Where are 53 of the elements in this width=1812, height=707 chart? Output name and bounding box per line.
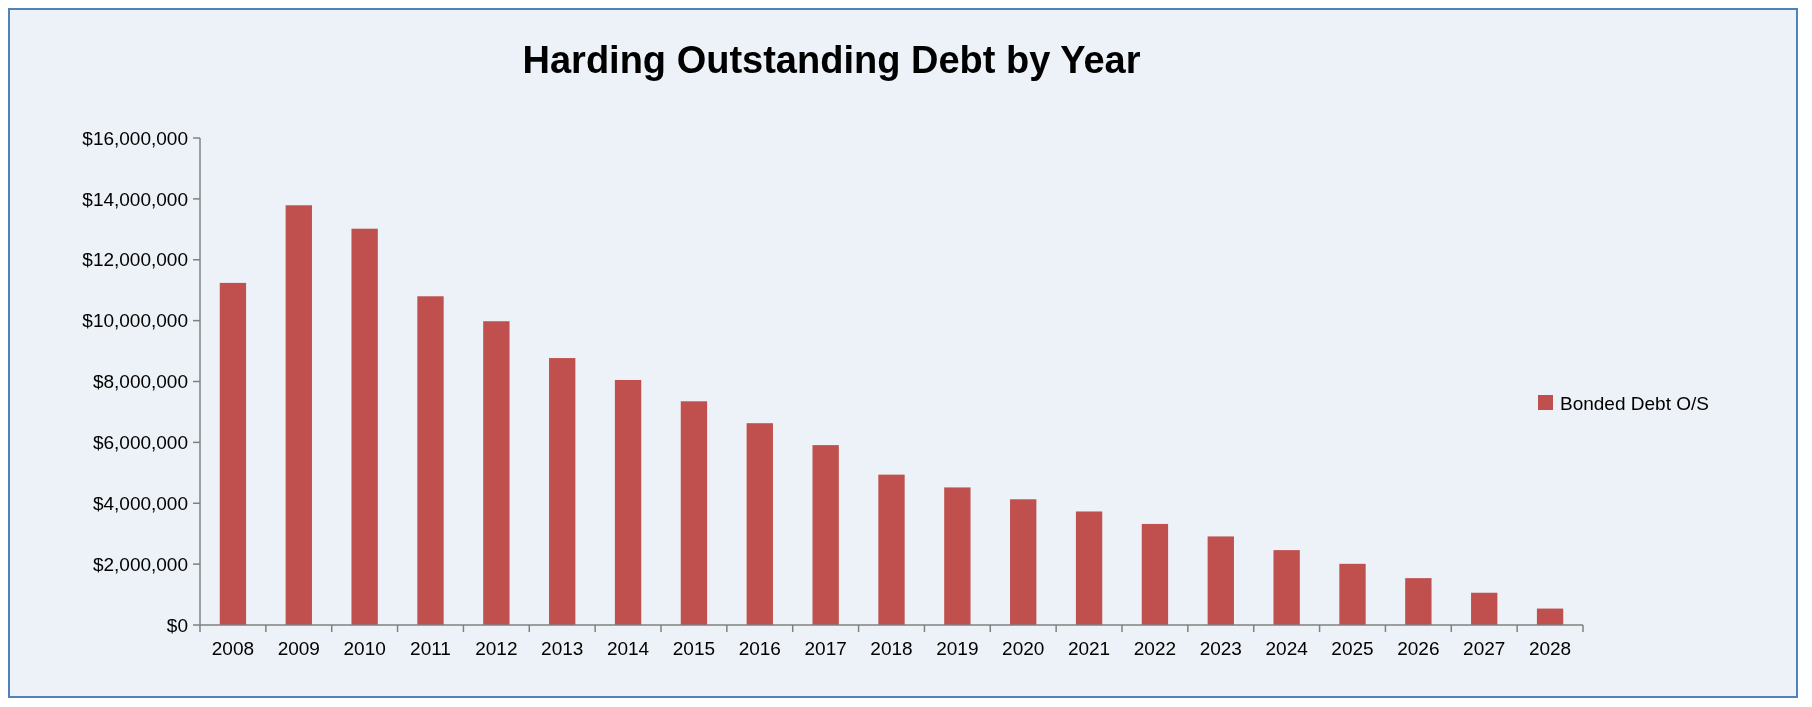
x-tick-label: 2009 xyxy=(277,638,320,659)
x-tick-label: 2022 xyxy=(1133,638,1177,659)
bar xyxy=(878,474,905,625)
x-tick-label: 2026 xyxy=(1397,638,1440,659)
x-tick-label: 2013 xyxy=(541,638,584,659)
bar xyxy=(549,358,576,625)
x-tick-label: 2023 xyxy=(1199,638,1242,659)
x-tick-label: 2011 xyxy=(410,638,451,659)
x-tick-label: 2015 xyxy=(672,638,716,659)
x-tick-label: 2020 xyxy=(1002,638,1045,659)
bar xyxy=(1010,499,1037,625)
y-tick-label: $8,000,000 xyxy=(92,371,188,393)
x-tick-label: 2012 xyxy=(475,638,518,659)
bar xyxy=(614,379,642,625)
bar xyxy=(219,282,247,625)
bar xyxy=(746,423,773,625)
x-tick-label: 2021 xyxy=(1067,638,1111,659)
bar xyxy=(1471,592,1498,625)
bar xyxy=(285,205,312,625)
x-tick-label: 2028 xyxy=(1528,638,1572,659)
y-tick-label: $12,000,000 xyxy=(82,249,188,271)
bar xyxy=(1141,523,1169,625)
bar xyxy=(1339,563,1366,625)
x-tick-label: 2016 xyxy=(738,638,781,659)
bar xyxy=(944,487,971,625)
y-tick-label: $0 xyxy=(166,614,188,636)
chart-title: Harding Outstanding Debt by Year xyxy=(522,39,1141,81)
x-tick-label: 2017 xyxy=(804,638,847,659)
bar xyxy=(1207,536,1234,625)
bar xyxy=(1405,578,1432,625)
bar xyxy=(483,321,510,625)
bar xyxy=(812,445,839,625)
x-tick-label: 2014 xyxy=(606,638,650,659)
x-tick-label: 2010 xyxy=(343,638,386,659)
y-tick-label: $10,000,000 xyxy=(82,310,188,332)
bar xyxy=(351,228,378,625)
x-tick-label: 2008 xyxy=(211,638,255,659)
bar xyxy=(417,296,444,625)
x-tick-label: 2025 xyxy=(1331,638,1374,659)
x-tick-label: 2024 xyxy=(1265,638,1309,659)
y-tick-label: $16,000,000 xyxy=(82,127,188,149)
legend-label: Bonded Debt O/S xyxy=(1560,392,1709,414)
bar xyxy=(1273,550,1300,625)
bar xyxy=(1075,511,1103,625)
x-tick-label: 2027 xyxy=(1463,638,1506,659)
y-tick-label: $4,000,000 xyxy=(92,492,188,514)
bar xyxy=(680,401,708,625)
bar xyxy=(1536,608,1564,625)
y-tick-label: $14,000,000 xyxy=(82,188,188,210)
y-tick-label: $2,000,000 xyxy=(92,553,188,575)
x-tick-label: 2018 xyxy=(870,638,913,659)
y-tick-label: $6,000,000 xyxy=(92,432,188,454)
x-tick-label: 2019 xyxy=(936,638,979,659)
